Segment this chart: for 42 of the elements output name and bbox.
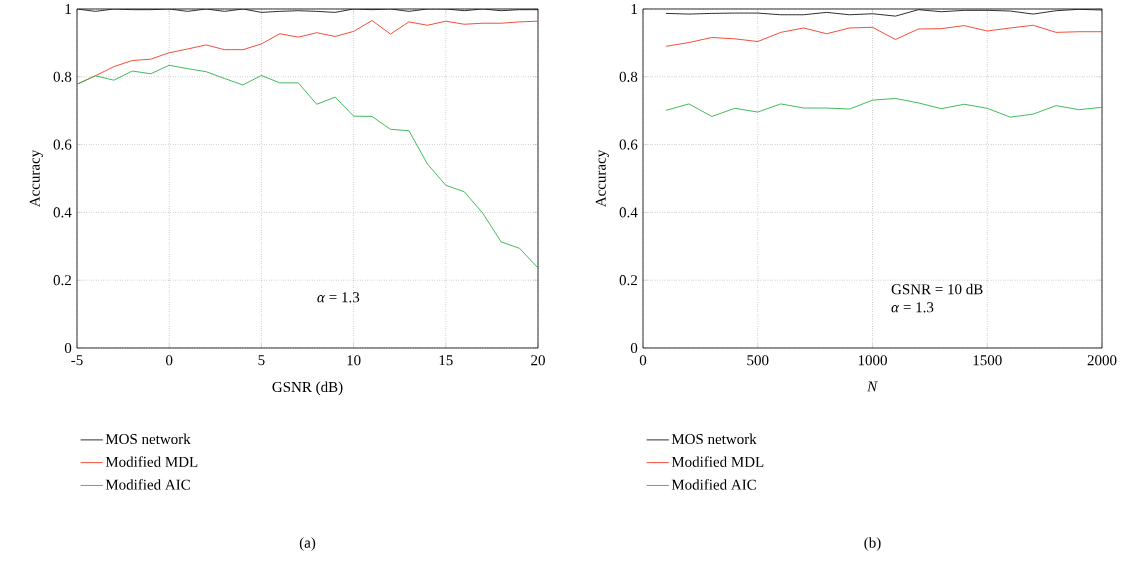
x-axis-title: GSNR (dB) bbox=[272, 381, 343, 396]
text: (a) bbox=[299, 537, 316, 551]
y-tick-label: 0.6 bbox=[619, 139, 638, 150]
legend-label: Modified AIC bbox=[671, 479, 756, 490]
y-tick-label: 0.8 bbox=[619, 71, 638, 82]
y-axis-title: Accuracy bbox=[595, 149, 609, 208]
x-tick-label: 500 bbox=[747, 355, 769, 366]
x-tick-label: 0 bbox=[639, 355, 647, 366]
y-tick-label: 0.2 bbox=[53, 275, 71, 286]
legend-label: MOS network bbox=[105, 433, 191, 445]
x-tick-label: 2000 bbox=[1087, 355, 1117, 366]
text: (b) bbox=[864, 537, 881, 551]
x-tick-label: 1000 bbox=[858, 355, 887, 366]
x-tick-label: 0 bbox=[166, 355, 173, 366]
y-tick-label: 0 bbox=[64, 342, 72, 354]
y-tick-label: 1 bbox=[631, 4, 637, 14]
line-series bbox=[665, 8, 1103, 17]
x-axis-title: N bbox=[867, 381, 878, 392]
legend-label: MOS network bbox=[671, 433, 757, 445]
line-series bbox=[665, 24, 1103, 47]
line-series bbox=[77, 64, 539, 269]
x-tick-label: 10 bbox=[347, 355, 361, 366]
y-tick-label: 0 bbox=[630, 342, 638, 354]
y-tick-label: 0.4 bbox=[619, 207, 638, 218]
y-tick-label: 0.8 bbox=[53, 71, 72, 82]
x-tick-label: 15 bbox=[439, 355, 453, 366]
annotation: α = 1.3 bbox=[891, 302, 934, 313]
annotation: GSNR = 10 dB bbox=[891, 283, 983, 295]
x-tick-label: 1500 bbox=[973, 355, 1002, 366]
x-tick-label: -5 bbox=[71, 355, 83, 366]
legend-label: Modified MDL bbox=[671, 456, 764, 467]
line-series bbox=[665, 98, 1103, 118]
y-tick-label: 0.6 bbox=[53, 139, 72, 150]
y-tick-label: 1 bbox=[65, 4, 71, 14]
legend-label: Modified AIC bbox=[105, 479, 190, 490]
x-tick-label: 20 bbox=[531, 355, 545, 366]
x-tick-label: 5 bbox=[258, 355, 265, 366]
y-axis-title: Accuracy bbox=[29, 149, 43, 208]
y-tick-label: 0.4 bbox=[53, 207, 72, 218]
legend-label: Modified MDL bbox=[105, 456, 198, 467]
y-tick-label: 0.2 bbox=[619, 275, 637, 286]
annotation: α = 1.3 bbox=[317, 292, 360, 303]
